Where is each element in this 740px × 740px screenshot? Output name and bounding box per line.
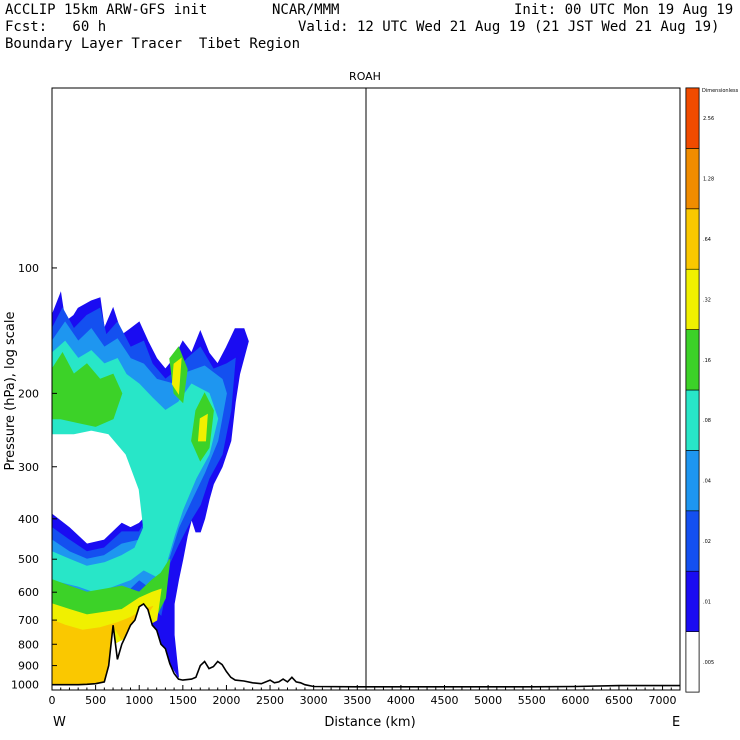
colorbar-swatch-7 — [685, 208, 700, 270]
x-tick-label-1000: 1000 — [125, 694, 153, 707]
x-tick-label-4000: 4000 — [387, 694, 415, 707]
colorbar-label-5: .16 — [703, 358, 711, 364]
colorbar-label-7: .64 — [703, 237, 711, 243]
x-tick-label-3000: 3000 — [300, 694, 328, 707]
y-tick-label-300: 300 — [18, 461, 39, 474]
colorbar-swatch-5 — [685, 329, 700, 391]
header-line1-right: Init: 00 UTC Mon 19 Aug 19 — [514, 2, 734, 18]
header-line3-left: Boundary Layer Tracer Tibet Region — [5, 36, 301, 52]
tracer-region-4 — [52, 352, 123, 427]
x-axis-label: Distance (km) — [324, 715, 415, 730]
colorbar-swatch-4 — [685, 389, 700, 451]
y-tick-label-700: 700 — [18, 614, 39, 627]
colorbar-title: Dimensionless — [702, 88, 739, 94]
colorbar-label-3: .04 — [703, 479, 711, 485]
x-tick-label-2500: 2500 — [256, 694, 284, 707]
terrain-line — [52, 602, 680, 688]
colorbar-swatch-2 — [685, 510, 700, 572]
header-line1-center: NCAR/MMM — [272, 2, 340, 18]
x-end-label-left: W — [53, 715, 66, 730]
y-tick-label-100: 100 — [18, 262, 39, 275]
x-tick-label-4500: 4500 — [431, 694, 459, 707]
x-tick-label-500: 500 — [85, 694, 106, 707]
colorbar-swatch-9 — [685, 87, 700, 149]
x-tick-label-0: 0 — [49, 694, 56, 707]
x-tick-label-6500: 6500 — [605, 694, 633, 707]
header-line2-right: Valid: 12 UTC Wed 21 Aug 19 (21 JST Wed … — [298, 19, 720, 35]
x-tick-label-1500: 1500 — [169, 694, 197, 707]
x-tick-label-6000: 6000 — [561, 694, 589, 707]
y-tick-label-400: 400 — [18, 513, 39, 526]
x-tick-label-2000: 2000 — [212, 694, 240, 707]
colorbar-label-0: .005 — [703, 660, 714, 666]
tracer-region-9 — [171, 357, 182, 395]
colorbar-label-2: .02 — [703, 539, 711, 545]
colorbar: .005 .01 .02 .04 .08 .16 .32 .64 1.28 2.56 Dimensi… — [685, 87, 739, 693]
header-line2-left: Fcst: 60 h — [5, 19, 107, 35]
colorbar-label-4: .08 — [703, 418, 711, 424]
y-axis-label: Pressure (hPa), log scale — [3, 312, 18, 471]
y-tick-label-1000: 1000 — [11, 679, 39, 692]
x-tick-label-5000: 5000 — [474, 694, 502, 707]
y-tick-label-900: 900 — [18, 660, 39, 673]
y-tick-label-600: 600 — [18, 586, 39, 599]
colorbar-label-6: .32 — [703, 297, 711, 303]
x-end-label-right: E — [672, 715, 680, 730]
colorbar-label-1: .01 — [703, 599, 711, 605]
terrain-ground — [52, 603, 680, 690]
y-tick-label-500: 500 — [18, 553, 39, 566]
x-tick-label-5500: 5500 — [518, 694, 546, 707]
colorbar-swatch-1 — [685, 570, 700, 632]
terrain — [52, 602, 680, 690]
x-tick-label-3500: 3500 — [343, 694, 371, 707]
header-line1-left: ACCLIP 15km ARW-GFS init — [5, 2, 208, 18]
chart-title: ROAH — [349, 70, 381, 83]
colorbar-swatch-8 — [685, 148, 700, 210]
axes: 0 500 1000 1500 2000 2500 3000 3500 4000 4500 5000… — [11, 87, 681, 707]
colorbar-swatch-0 — [685, 631, 700, 693]
colorbar-swatch-3 — [685, 450, 700, 512]
tracer-fills — [52, 291, 249, 686]
x-tick-label-7000: 7000 — [649, 694, 677, 707]
y-tick-label-200: 200 — [18, 387, 39, 400]
colorbar-swatch-6 — [685, 268, 700, 330]
colorbar-label-9: 2.56 — [703, 116, 714, 122]
y-tick-label-800: 800 — [18, 638, 39, 651]
colorbar-label-8: 1.28 — [703, 177, 714, 183]
tracer-region-10 — [197, 413, 208, 442]
